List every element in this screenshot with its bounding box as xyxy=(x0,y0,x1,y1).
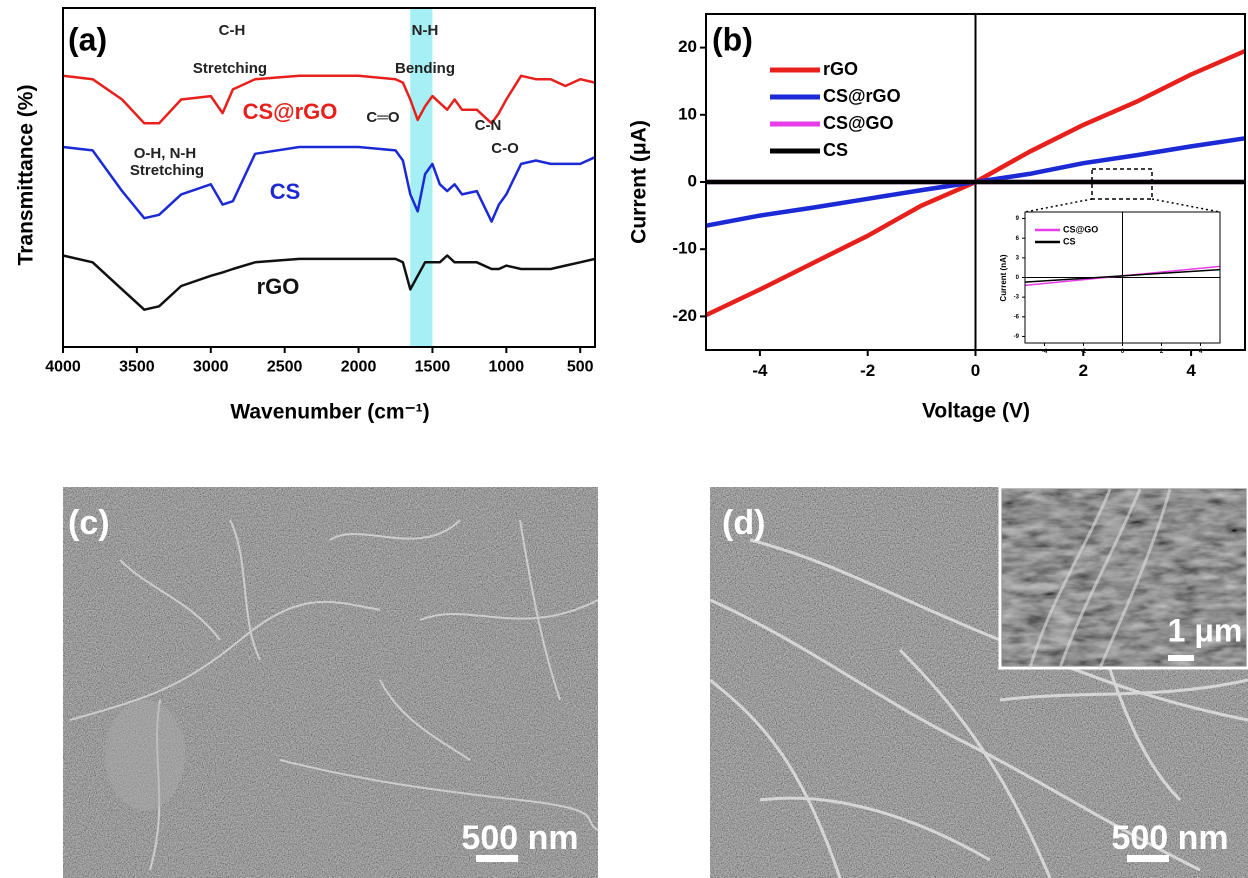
panel-label: (d) xyxy=(722,504,765,542)
scale-bar-label: 500 nm xyxy=(1111,819,1228,857)
y-tick-label: 20 xyxy=(678,37,697,56)
legend-label: CS@GO xyxy=(823,113,894,133)
y-tick-label: -3 xyxy=(1014,295,1020,301)
particle xyxy=(105,700,185,810)
scale-bar-label: 500 nm xyxy=(461,819,578,857)
annotation: Stretching xyxy=(193,60,267,77)
y-tick-label: 9 xyxy=(1016,216,1020,222)
x-tick-label: 1000 xyxy=(489,359,525,376)
series-line xyxy=(63,256,595,310)
figure: (c) 500 nm (d) 500 nm 1 μm 4000350030002… xyxy=(0,0,1248,878)
x-axis-label: Voltage (V) xyxy=(922,400,1030,423)
inset-scale-bar-label: 1 μm xyxy=(1168,612,1243,648)
y-axis-label: Transmittance (%) xyxy=(15,85,38,266)
inset-scale-bar xyxy=(1168,655,1194,661)
panel-label: (c) xyxy=(68,504,110,542)
panel-label: (b) xyxy=(712,21,753,57)
annotation: C-H xyxy=(219,22,246,39)
annotation: C-N xyxy=(475,117,502,134)
annotation: N-H xyxy=(412,22,439,39)
x-tick-label: 4000 xyxy=(45,359,81,376)
zoom-connector xyxy=(1152,199,1220,212)
x-tick-label: 500 xyxy=(567,359,594,376)
x-tick-label: 2 xyxy=(1079,361,1088,380)
series-label: rGO xyxy=(257,274,300,299)
x-tick-label: 2000 xyxy=(341,359,377,376)
legend-label: CS xyxy=(1063,236,1076,246)
zoom-connector xyxy=(1025,199,1092,212)
annotation: C═O xyxy=(366,109,399,126)
x-tick-label: 2500 xyxy=(267,359,303,376)
x-tick-label: 3000 xyxy=(193,359,229,376)
x-tick-label: -2 xyxy=(860,361,875,380)
y-tick-label: -6 xyxy=(1014,314,1020,320)
x-tick-label: 4 xyxy=(1186,361,1196,380)
x-tick-label: 0 xyxy=(971,361,980,380)
legend-label: CS xyxy=(823,140,848,160)
x-tick-label: -4 xyxy=(752,361,768,380)
x-axis-label: Wavenumber (cm⁻¹) xyxy=(230,401,429,424)
y-tick-label: 3 xyxy=(1016,255,1020,261)
legend-label: rGO xyxy=(823,59,858,79)
series-label: CS@rGO xyxy=(243,99,338,124)
x-tick-label: 3500 xyxy=(119,359,155,376)
y-axis-label: Current (nA) xyxy=(999,254,1008,301)
y-tick-label: -9 xyxy=(1014,334,1020,340)
x-tick-label: -4 xyxy=(1042,349,1048,355)
y-tick-label: -10 xyxy=(672,239,697,258)
y-tick-label: 10 xyxy=(678,104,697,123)
legend-label: CS@GO xyxy=(1063,224,1098,234)
legend-label: CS@rGO xyxy=(823,86,901,106)
series-label: CS xyxy=(270,179,301,204)
y-tick-label: 0 xyxy=(1016,275,1020,281)
panel-label: (a) xyxy=(68,21,107,57)
y-axis-label: Current (μA) xyxy=(628,120,651,244)
scale-bar xyxy=(1127,855,1169,862)
y-tick-label: -20 xyxy=(672,306,697,325)
highlight-band xyxy=(410,8,432,347)
scale-bar xyxy=(476,855,518,862)
annotation: O-H, N-H xyxy=(134,145,197,162)
annotation: C-O xyxy=(491,140,519,157)
y-tick-label: 0 xyxy=(688,171,697,190)
annotation: Bending xyxy=(395,60,455,77)
x-tick-label: 1500 xyxy=(415,359,451,376)
annotation: Stretching xyxy=(130,162,204,179)
y-tick-label: 6 xyxy=(1016,236,1020,242)
x-tick-label: -2 xyxy=(1081,349,1087,355)
